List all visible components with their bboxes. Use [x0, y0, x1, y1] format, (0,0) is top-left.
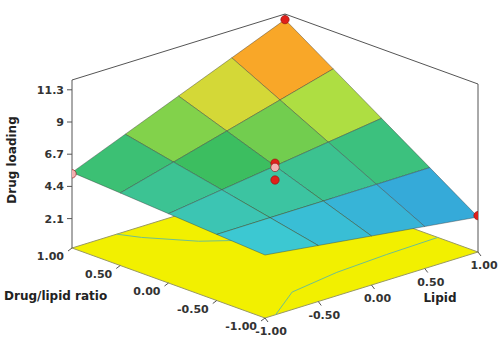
z-tick-label: 4.4 — [45, 180, 65, 193]
y-tick-label: 1.00 — [37, 250, 64, 263]
contour-line — [142, 237, 199, 241]
x-tick — [318, 302, 321, 306]
design-points — [68, 15, 482, 219]
x-tick-label: -0.50 — [308, 309, 340, 322]
z-tick-label: 6.7 — [45, 148, 65, 161]
z-tick — [67, 154, 72, 155]
z-tick-label: 2.1 — [45, 213, 65, 226]
chart: 2.1 4.4 6.7 9 11.3 -1.00 -0.50 0.00 0.50 1.00 -1.0… — [0, 0, 500, 343]
design-point — [474, 211, 482, 219]
x-tick-label: 0.00 — [364, 292, 391, 305]
z-axis-line — [72, 80, 73, 248]
z-axis-title: Drug loading — [5, 116, 19, 203]
design-point — [281, 15, 289, 23]
z-tick — [67, 186, 72, 187]
contour-line — [117, 234, 142, 237]
contour-line — [386, 237, 437, 254]
x-axis-title: Lipid — [423, 291, 456, 305]
design-point — [271, 176, 279, 184]
y-tick — [213, 301, 217, 304]
surface — [72, 20, 478, 255]
y-tick-label: -0.50 — [177, 303, 209, 316]
y-tick — [68, 248, 72, 251]
x-tick — [265, 318, 268, 322]
surface-cell — [217, 218, 319, 255]
y-tick — [116, 266, 120, 269]
z-tick — [67, 89, 72, 90]
y-tick — [165, 283, 169, 286]
y-tick-label: 0.50 — [85, 268, 112, 281]
x-tick — [372, 285, 375, 289]
contour-line — [292, 272, 337, 292]
contour-line — [337, 255, 387, 273]
z-tick — [67, 218, 72, 219]
y-tick — [261, 318, 265, 321]
y-axis-title: Drug/lipid ratio — [4, 289, 107, 303]
box-edge — [478, 84, 479, 252]
x-tick-label: 1.00 — [470, 259, 497, 272]
z-tick-label: 11.3 — [37, 84, 64, 97]
z-tick — [67, 122, 72, 123]
y-tick-label: -1.00 — [225, 320, 257, 333]
contour-line — [276, 292, 293, 315]
z-tick-label: 9 — [56, 116, 64, 129]
design-point — [68, 170, 76, 178]
y-tick-label: 0.00 — [133, 285, 160, 298]
x-tick-label: 0.50 — [417, 276, 444, 289]
x-tick — [478, 252, 481, 256]
x-tick — [425, 269, 428, 273]
design-point — [271, 163, 279, 171]
x-tick-label: -1.00 — [255, 325, 287, 338]
